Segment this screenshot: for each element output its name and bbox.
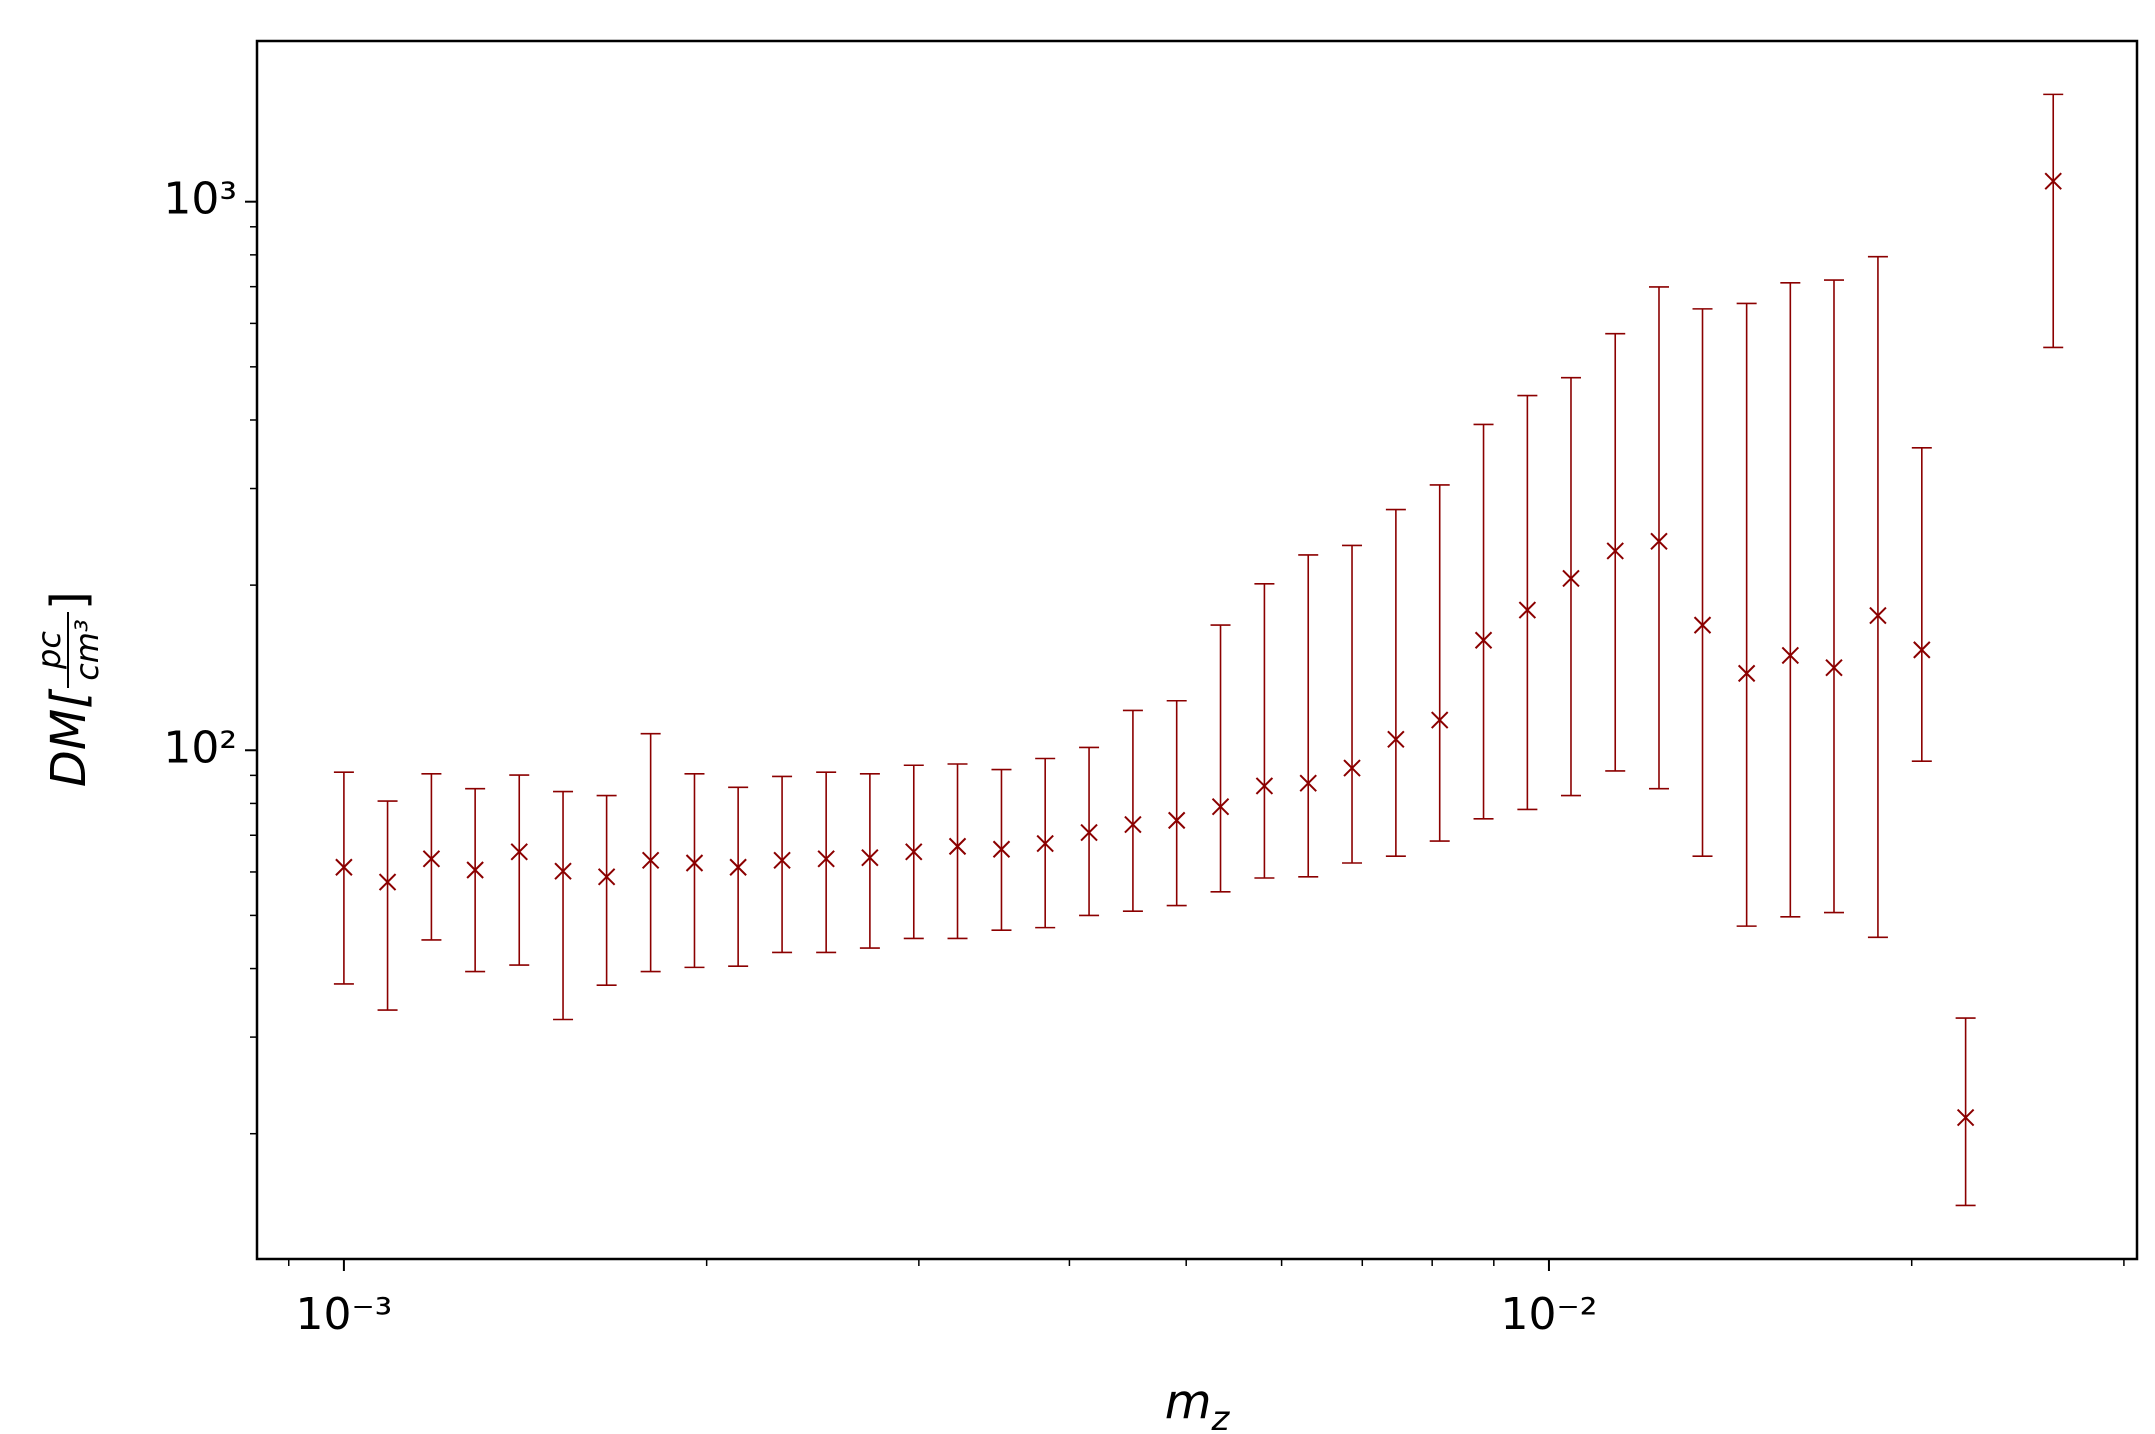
marker	[948, 837, 967, 856]
y-tick-label: 10²	[163, 722, 237, 773]
marker	[1606, 542, 1624, 560]
marker	[1299, 774, 1317, 792]
marker	[1781, 646, 1800, 665]
y-axis-label-denominator: cm³	[68, 619, 106, 681]
marker	[817, 850, 835, 868]
marker	[335, 858, 353, 876]
marker	[729, 858, 747, 876]
marker	[1080, 823, 1098, 842]
marker	[1343, 759, 1361, 777]
marker	[1562, 569, 1580, 588]
marker	[1255, 777, 1274, 795]
marker	[905, 843, 923, 861]
marker	[1036, 834, 1054, 853]
x-axis-label: mz	[1165, 1374, 1231, 1434]
marker	[1124, 815, 1142, 834]
y-axis-label-numerator: pc	[30, 631, 68, 670]
marker	[1211, 798, 1230, 816]
marker	[1737, 664, 1756, 683]
marker	[1167, 811, 1186, 830]
y-axis-label-suffix: ]	[41, 591, 97, 610]
x-tick-label: 10⁻²	[1501, 1289, 1598, 1340]
marker	[1518, 601, 1537, 619]
marker	[554, 862, 572, 880]
y-axis-label: DM[ pc cm³ ]	[30, 591, 106, 787]
marker	[2044, 172, 2062, 190]
marker	[1869, 606, 1887, 625]
plot-frame	[255, 39, 2139, 1261]
y-tick-label: 10³	[163, 174, 237, 225]
marker	[641, 851, 660, 870]
x-axis-label-text: m	[1165, 1374, 1212, 1430]
marker	[1956, 1108, 1975, 1127]
marker	[1650, 532, 1668, 550]
marker	[378, 873, 397, 891]
marker	[422, 850, 441, 868]
marker	[992, 840, 1011, 858]
marker	[1431, 711, 1449, 729]
y-axis-label-prefix: DM[	[41, 688, 97, 787]
series	[333, 93, 2064, 1207]
marker	[597, 868, 616, 886]
marker	[1913, 641, 1931, 659]
marker	[773, 851, 791, 870]
marker	[1825, 659, 1843, 677]
marker	[466, 861, 484, 879]
marker	[1387, 730, 1405, 749]
marker	[510, 843, 528, 861]
marker	[861, 848, 879, 867]
x-axis-label-subscript: z	[1210, 1399, 1230, 1434]
x-tick-label: 10⁻³	[295, 1289, 392, 1340]
marker	[685, 854, 704, 872]
marker	[1474, 631, 1493, 649]
marker	[1693, 616, 1712, 634]
